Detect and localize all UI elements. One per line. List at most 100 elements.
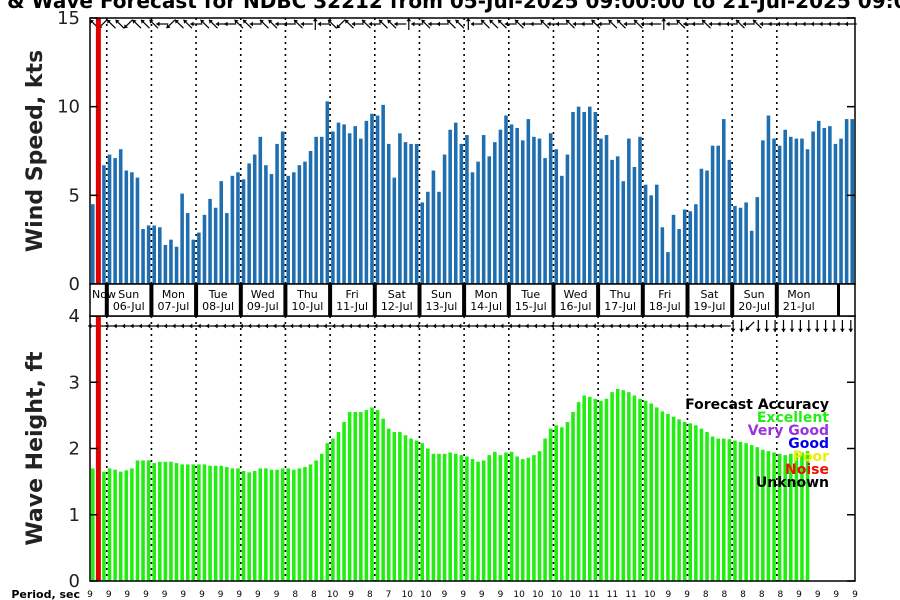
bar — [627, 392, 631, 581]
arrow-head — [399, 323, 403, 329]
direction-arrow — [691, 21, 704, 27]
day-separator — [462, 284, 467, 316]
arrow-head — [626, 323, 630, 329]
bar — [398, 431, 402, 581]
arrow-head — [584, 323, 588, 329]
arrow-head — [844, 21, 848, 27]
bar — [414, 143, 419, 284]
bar — [275, 469, 279, 581]
bar — [654, 184, 659, 284]
arrow-head — [725, 21, 729, 27]
direction-arrow — [123, 19, 133, 29]
direction-arrow — [764, 320, 770, 332]
bar — [766, 115, 771, 284]
day-date-label: 21-Jul — [783, 300, 815, 313]
bar — [113, 158, 117, 284]
bar — [649, 195, 653, 284]
bar — [682, 209, 687, 284]
direction-arrow — [312, 18, 318, 30]
bar — [610, 159, 614, 284]
arrow-head — [701, 323, 706, 329]
bar — [225, 467, 229, 581]
arrow-head — [421, 19, 426, 24]
period-value: 8 — [311, 590, 317, 600]
direction-arrow — [166, 19, 176, 29]
arrow-head — [90, 19, 94, 24]
arrow-head — [666, 21, 670, 27]
period-value: 9 — [180, 590, 186, 600]
direction-arrow — [725, 21, 738, 27]
arrow-head — [814, 328, 820, 332]
arrow-head — [521, 21, 525, 27]
period-value: 8 — [740, 590, 746, 600]
bar — [364, 410, 369, 581]
legend-entry: Unknown — [756, 475, 829, 491]
arrow-head — [175, 19, 179, 24]
period-value: 9 — [143, 590, 149, 600]
arrow-head — [441, 323, 445, 329]
bar — [755, 197, 760, 284]
y-tick-label: 4 — [69, 306, 80, 327]
arrow-head — [481, 19, 485, 24]
bar — [180, 193, 184, 284]
bar — [392, 177, 397, 284]
day-date-label: 10-Jul — [292, 300, 324, 313]
arrow-head — [466, 323, 470, 329]
day-separator — [417, 284, 422, 316]
arrow-head — [190, 21, 194, 27]
period-value: 9 — [460, 590, 466, 600]
bar — [135, 460, 140, 581]
arrow-head — [340, 323, 344, 329]
direction-arrow — [480, 19, 490, 29]
day-date-label: 12-Jul — [381, 300, 413, 313]
direction-arrow — [616, 19, 626, 29]
bar — [219, 465, 224, 581]
bar — [213, 207, 218, 284]
bar — [185, 464, 190, 581]
bar — [520, 140, 525, 284]
direction-arrow — [798, 320, 803, 332]
arrow-head — [315, 323, 319, 329]
arrow-head — [581, 21, 585, 27]
bar — [543, 158, 547, 284]
bar — [364, 120, 369, 284]
arrow-head — [268, 19, 273, 24]
bar — [761, 449, 765, 581]
bar — [666, 252, 670, 284]
bar — [286, 468, 291, 582]
arrow-head — [362, 19, 366, 24]
arrow-head — [848, 328, 854, 332]
bar — [91, 204, 95, 284]
period-value: 9 — [87, 590, 93, 600]
bar — [442, 453, 447, 581]
arrow-head — [132, 19, 137, 24]
bar — [470, 172, 475, 284]
day-date-label: 07-Jul — [157, 300, 189, 313]
direction-arrow — [406, 18, 412, 30]
arrow-head — [275, 21, 279, 27]
arrow-head — [676, 19, 681, 24]
arrow-head — [432, 323, 437, 329]
period-value: 9 — [236, 590, 242, 600]
bar — [141, 460, 145, 581]
bar — [721, 438, 726, 581]
direction-arrow — [336, 19, 346, 29]
period-value: 9 — [124, 590, 130, 600]
bar — [526, 119, 531, 284]
period-value: 10 — [327, 590, 339, 600]
bar — [476, 161, 480, 284]
direction-arrow — [730, 320, 736, 332]
bar — [308, 151, 313, 284]
arrow-head — [491, 323, 495, 329]
arrow-head — [387, 19, 392, 24]
bar — [236, 468, 240, 582]
arrow-head — [591, 19, 596, 24]
bar — [749, 445, 754, 581]
bar — [292, 469, 296, 581]
period-value: 10 — [532, 590, 544, 600]
period-row: Period, sec 9 9 9 9 9 9 9 9 9 9 9 8 8 10 9 8 7 10 10 9 9 9 9 10 1… — [11, 588, 858, 600]
bar — [833, 143, 838, 284]
arrow-head — [759, 21, 763, 27]
arrow-head — [249, 21, 253, 27]
